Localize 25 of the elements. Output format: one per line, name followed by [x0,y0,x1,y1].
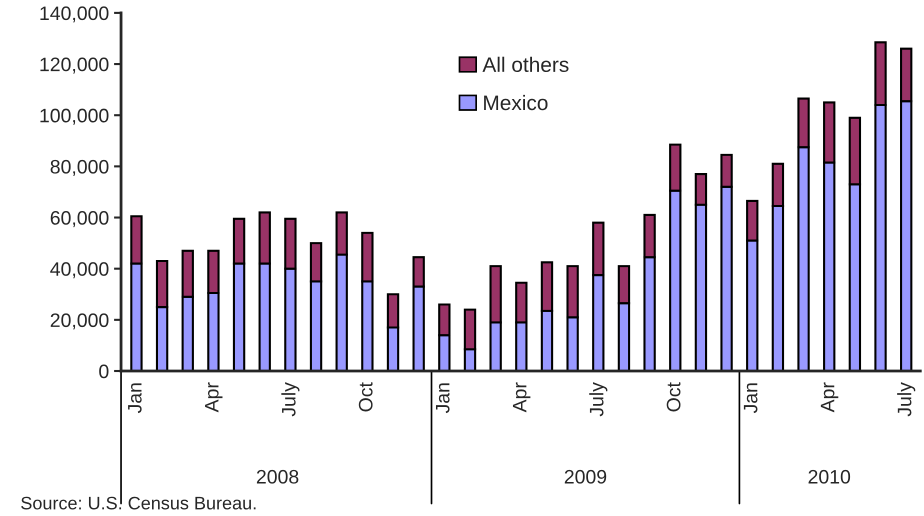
x-tick-label: July [589,382,608,416]
legend-label: All others [482,56,569,72]
x-tick-label: July [281,382,300,416]
legend-label: Mexico [484,94,548,110]
y-tick-label: 0 [99,364,108,378]
text: 2010 [808,470,850,484]
source-note: Source: U.S. Census Bureau. [21,496,256,510]
y-tick-label: 40,000 [50,262,108,278]
x-tick-label: Apr [205,382,222,412]
text: 2008 [256,470,298,484]
x-tick-label: Apr [820,382,838,412]
x-tick-label: Oct [666,382,680,412]
x-tick-label: Oct [358,382,373,412]
x-tick-label: July [897,382,916,416]
text: 2009 [564,470,606,484]
x-tick-label: Apr [512,382,530,412]
y-tick-label: 80,000 [50,160,108,176]
y-tick-label: 20,000 [50,313,108,330]
x-tick-label: Jan [436,383,450,414]
y-tick-label: 120,000 [40,58,108,74]
y-tick-label: 140,000 [40,6,108,22]
y-tick-label: 60,000 [50,211,108,228]
x-tick-label: Jan [744,383,758,414]
x-tick-label: Jan [128,383,142,414]
y-tick-label: 100,000 [40,108,108,125]
